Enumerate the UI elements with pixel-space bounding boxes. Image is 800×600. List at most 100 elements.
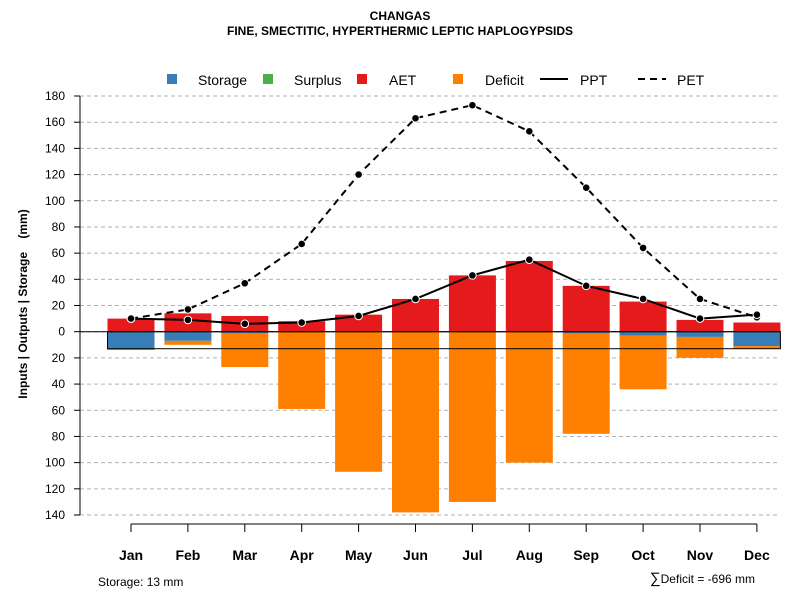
deficit-bar	[619, 335, 667, 390]
deficit-bar	[278, 331, 326, 409]
deficit-legend-swatch	[453, 74, 463, 84]
pet-point	[183, 305, 193, 314]
axes: 180 160 140 120 100 80 60 40 20 0 20 40 60 80 100 120 14…	[45, 89, 770, 563]
deficit-bar	[107, 348, 155, 351]
y-tick-label: 140	[45, 141, 65, 155]
y-tick-label: 40	[52, 272, 66, 286]
storage-bar	[562, 331, 610, 333]
storage-legend-swatch	[167, 74, 177, 84]
x-tick-label: Jul	[462, 547, 482, 563]
chart-title: CHANGAS	[369, 9, 431, 23]
ppt-point	[240, 319, 250, 329]
deficit-bar	[221, 332, 269, 368]
ppt-point	[525, 255, 534, 264]
pet-point	[354, 170, 363, 179]
storage-bar	[164, 331, 212, 341]
x-tick-label: Jan	[119, 547, 143, 563]
deficit-bar	[676, 336, 724, 358]
y-tick-label: 80	[52, 220, 66, 234]
y-tick-label: 180	[45, 89, 65, 103]
x-tick-label: Dec	[744, 547, 770, 563]
pet-point	[581, 183, 591, 192]
aet-bar	[562, 285, 610, 332]
storage-note: Storage: 13 mm	[98, 575, 184, 589]
y-tick-label: 120	[45, 168, 65, 182]
aet-bar	[107, 318, 155, 332]
y-axis-label: Inputs | Outputs | Storage (mm)	[16, 209, 30, 398]
pet-line	[130, 104, 758, 320]
x-tick-label: Aug	[516, 547, 543, 563]
y-tick-label: 100	[45, 194, 65, 208]
y-tick-label: 140	[45, 508, 65, 522]
ppt-point	[183, 315, 193, 325]
aet-legend-swatch	[357, 74, 367, 84]
x-tick-label: Nov	[687, 547, 714, 563]
legend: Storage Surplus AET Deficit PPT PET	[167, 72, 705, 88]
surplus-legend-label: Surplus	[294, 72, 341, 88]
ppt-point	[752, 310, 762, 319]
y-tick-label: 60	[52, 403, 66, 417]
ppt-line	[130, 258, 757, 325]
deficit-text: Deficit = -696 mm	[660, 572, 755, 586]
bar-series	[80, 260, 781, 513]
pet-point	[525, 127, 534, 136]
x-tick-label: Oct	[631, 547, 655, 563]
storage-bar	[733, 331, 781, 347]
deficit-bar	[562, 332, 610, 434]
storage-bar	[221, 331, 269, 333]
ppt-point	[297, 318, 307, 327]
pet-point	[411, 113, 420, 123]
ppt-legend-label: PPT	[580, 72, 608, 88]
storage-capacity-box	[107, 331, 781, 350]
ppt-point	[411, 294, 420, 304]
x-tick-label: Jun	[403, 547, 428, 563]
y-tick-label: 100	[45, 456, 65, 470]
storage-bar	[107, 331, 155, 349]
aet-legend-label: AET	[389, 72, 417, 88]
y-tick-label: 20	[52, 351, 66, 365]
ppt-point	[581, 281, 591, 291]
ppt-point	[354, 311, 363, 321]
aet-bar	[505, 260, 553, 332]
deficit-note: ∑Deficit = -696 mm	[650, 570, 755, 587]
aet-bar	[448, 275, 496, 332]
deficit-bar	[448, 331, 496, 502]
y-tick-label: 80	[52, 429, 66, 443]
sum-symbol: ∑	[649, 570, 661, 587]
ppt-point	[695, 314, 705, 323]
deficit-bar	[733, 346, 781, 349]
aet-bar	[733, 322, 781, 332]
deficit-bar	[164, 340, 212, 345]
pet-point	[240, 278, 250, 288]
aet-bar	[676, 319, 724, 332]
pet-point	[695, 294, 705, 304]
surplus-legend-swatch	[263, 74, 273, 84]
storage-legend-label: Storage	[198, 72, 247, 88]
x-tick-label: Mar	[232, 547, 257, 563]
y-tick-label: 0	[58, 325, 65, 339]
storage-bar	[619, 331, 667, 336]
x-tick-label: Sep	[573, 547, 599, 563]
pet-point	[638, 243, 648, 253]
ppt-point	[468, 271, 477, 280]
deficit-bar	[505, 331, 553, 463]
y-tick-label: 40	[52, 377, 66, 391]
y-tick-label: 60	[52, 246, 66, 260]
chart-subtitle: FINE, SMECTITIC, HYPERTHERMIC LEPTIC HAP…	[226, 24, 574, 38]
pet-legend-label: PET	[677, 72, 705, 88]
aet-bar	[619, 301, 667, 332]
y-tick-label: 20	[52, 299, 66, 313]
ppt-point	[638, 294, 648, 304]
deficit-bar	[392, 331, 439, 513]
x-tick-label: Feb	[175, 547, 200, 563]
pet-point	[468, 100, 477, 110]
pet-point	[297, 239, 307, 249]
y-tick-label: 160	[45, 115, 65, 129]
y-tick-label: 120	[45, 482, 65, 496]
deficit-bar	[335, 331, 383, 472]
line-series	[126, 100, 762, 329]
ppt-point	[126, 314, 136, 323]
storage-bar	[676, 331, 724, 337]
x-tick-label: May	[345, 547, 372, 563]
